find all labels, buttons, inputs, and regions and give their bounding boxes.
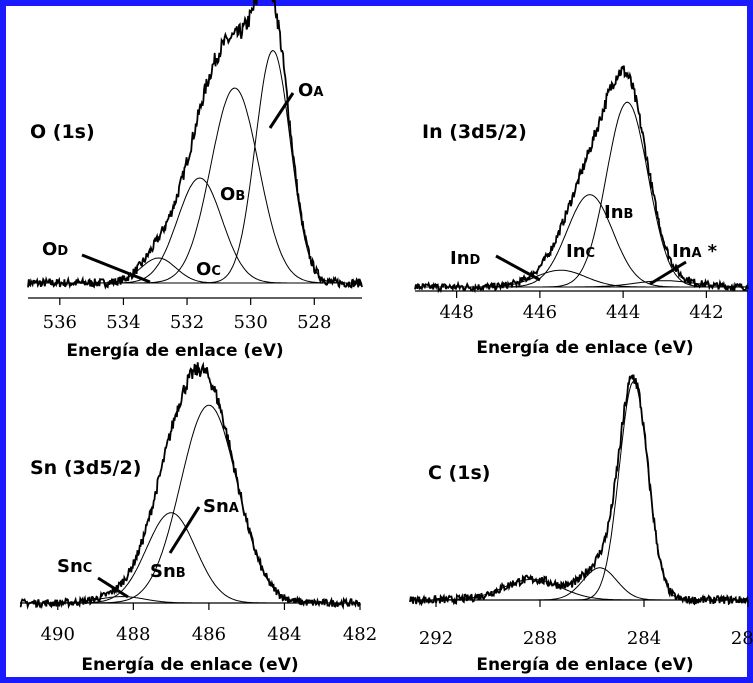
panel-2-tick-label: 490 (41, 624, 75, 645)
panel-3-tick-label: 280 (731, 628, 753, 649)
peak-OB (28, 87, 362, 284)
annotation-pointer-OA (268, 92, 295, 129)
panel-3-envelope (409, 374, 749, 607)
annotation-pointer-InA (649, 260, 687, 286)
panel-2-tick-label: 486 (192, 624, 226, 645)
panel-2-tick-label: 482 (343, 624, 377, 645)
in3d-plot (414, 65, 749, 294)
panel-3-tick-label: 288 (523, 628, 557, 649)
sn3d-x-axis: 490 488 486 484 482 (20, 602, 377, 645)
panel-1-envelope (414, 65, 749, 294)
annotation-OB: OB (220, 184, 245, 205)
panel-0-envelope (27, 0, 363, 290)
panel-1-tick-label: 444 (606, 302, 640, 323)
annotation-SnA: SnA (203, 496, 239, 517)
peak-C-mid (410, 567, 748, 601)
peak-C-main (410, 381, 748, 601)
panel-1-tick-label: 448 (439, 302, 473, 323)
sn3d-title-text: Sn (3d5/2) (30, 457, 141, 479)
annotation-pointer-InD (495, 254, 541, 282)
panel-3-tick-label: 292 (419, 628, 453, 649)
c1s-plot (409, 374, 749, 607)
in3d-title-text: In (3d5/2) (422, 121, 527, 143)
c1s-title: C (1s) (428, 462, 490, 484)
annotation-InB: InB (604, 202, 633, 223)
annotation-OD: OD (42, 239, 68, 260)
panel-2-tick-label: 484 (267, 624, 301, 645)
c1s-xlabel: Energía de enlace (eV) (476, 655, 693, 675)
panel-1-tick-label: 446 (523, 302, 557, 323)
o1s-title: O (1s) (30, 121, 95, 143)
annotation-SnC: SnC (57, 556, 92, 577)
panel-0-tick-label: 530 (233, 312, 267, 333)
in3d-xlabel: Energía de enlace (eV) (476, 338, 693, 358)
sn3d-title: Sn (3d5/2) (30, 457, 141, 479)
annotation-OC: OC (196, 259, 221, 280)
in3d-x-axis: 448 446 444 442 (415, 290, 748, 323)
c1s-x-axis: 292 288 284 280 (410, 599, 753, 649)
annotation-InC: InC (566, 241, 595, 262)
annotation-SnB: SnB (150, 561, 186, 582)
panel-1-tick-label: 442 (689, 302, 723, 323)
panel-0-tick-label: 528 (297, 312, 331, 333)
panel-0-tick-label: 534 (106, 312, 140, 333)
sn3d-xlabel: Energía de enlace (eV) (81, 655, 298, 675)
panel-sn3d: 490 488 486 484 482 Sn (3d5/2) Energía de en… (19, 361, 377, 675)
in3d-title: In (3d5/2) (422, 121, 527, 143)
peak-annotations: OA OB OC OD InA * InB InC InD SnA SnB SnC (42, 80, 718, 599)
panel-0-tick-label: 536 (43, 312, 77, 333)
peak-OC (28, 177, 362, 284)
panel-o1s: 536 534 532 530 528 O (1s) Energía de enlace… (27, 0, 363, 361)
panel-0-tick-label: 532 (170, 312, 204, 333)
panel-2-envelope (19, 361, 361, 610)
o1s-plot (27, 0, 363, 290)
o1s-x-axis: 536 534 532 530 528 (28, 297, 362, 333)
annotation-InA: InA * (672, 241, 718, 262)
annotation-InD: InD (450, 248, 481, 269)
annotation-pointer-SnC (97, 576, 129, 599)
panel-3-tick-label: 284 (627, 628, 661, 649)
o1s-xlabel: Energía de enlace (eV) (66, 341, 283, 361)
annotation-pointer-OD (81, 253, 151, 284)
panel-2-tick-label: 488 (116, 624, 150, 645)
annotation-pointer-SnA (168, 506, 201, 554)
panel-c1s: 292 288 284 280 C (1s) Energía de enlace (e… (409, 374, 753, 675)
panel-in3d: 448 446 444 442 In (3d5/2) Energía de enlac… (414, 65, 749, 358)
annotation-OA: OA (298, 80, 323, 101)
